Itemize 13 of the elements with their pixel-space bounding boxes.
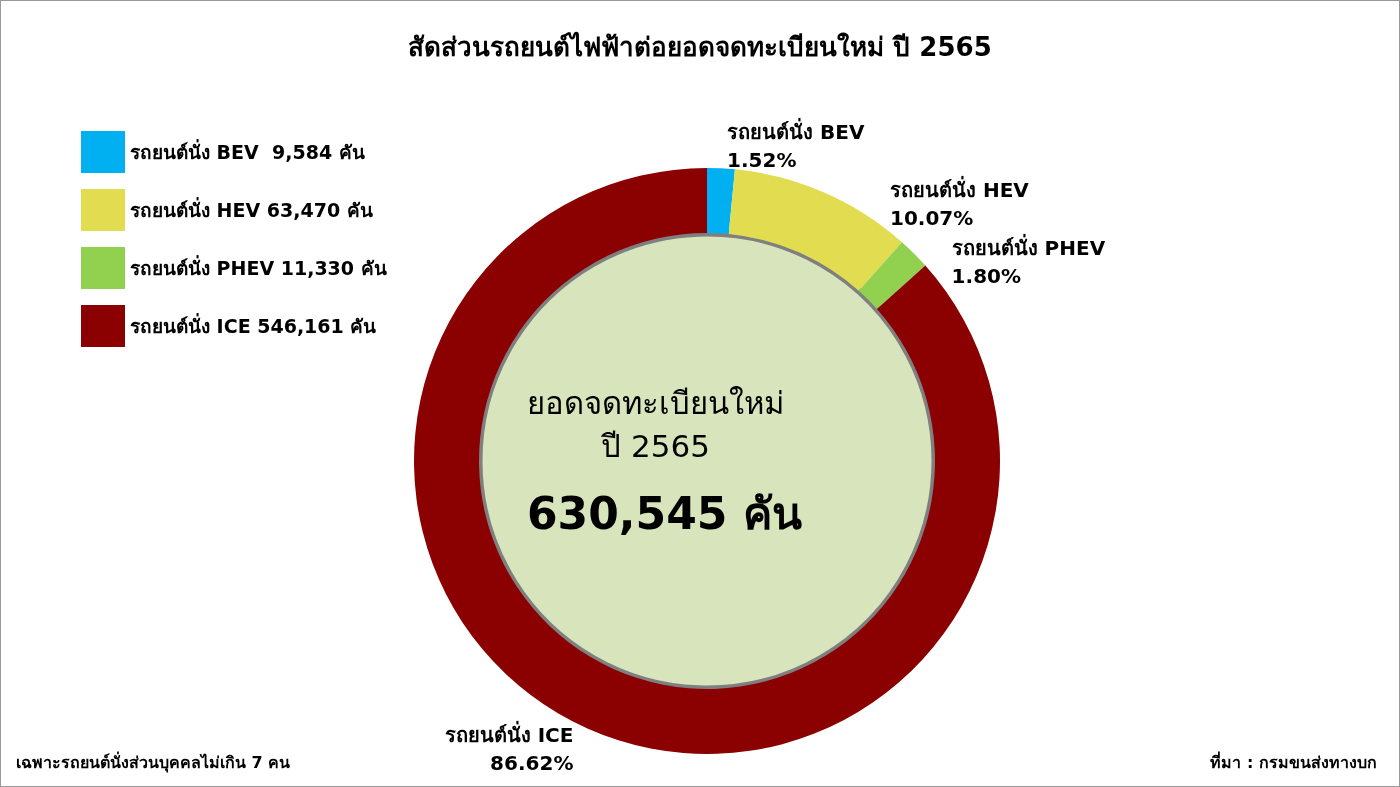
legend-label: รถยนต์นั่ง BEV 9,584 คัน	[130, 139, 365, 163]
chart-title: สัดส่วนรถยนต์ไฟฟ้าต่อยอดจดทะเบียนใหม่ ปี 2565	[408, 31, 992, 62]
text: 630,545 คัน	[527, 488, 802, 540]
data-label: รถยนต์นั่ง PHEV 1.80%	[951, 233, 1106, 289]
data-label: รถยนต์นั่ง HEV 10.07%	[889, 175, 1030, 231]
data-label: รถยนต์นั่ง ICE 86.62%	[444, 719, 574, 775]
text: ที่มา : กรมขนส่งทางบก	[1210, 750, 1377, 772]
legend-label: รถยนต์นั่ง ICE 546,161 คัน	[130, 313, 377, 337]
text: ยอดจดทะเบียนใหม่ ปี 2565	[527, 384, 784, 465]
legend-label: รถยนต์นั่ง PHEV 11,330 คัน	[130, 255, 387, 279]
data-label: รถยนต์นั่ง BEV 1.52%	[727, 117, 865, 173]
text: เฉพาะรถยนต์นั่งส่วนบุคคลไม่เกิน 7 คน	[16, 750, 291, 773]
legend-label: รถยนต์นั่ง HEV 63,470 คัน	[130, 197, 373, 221]
